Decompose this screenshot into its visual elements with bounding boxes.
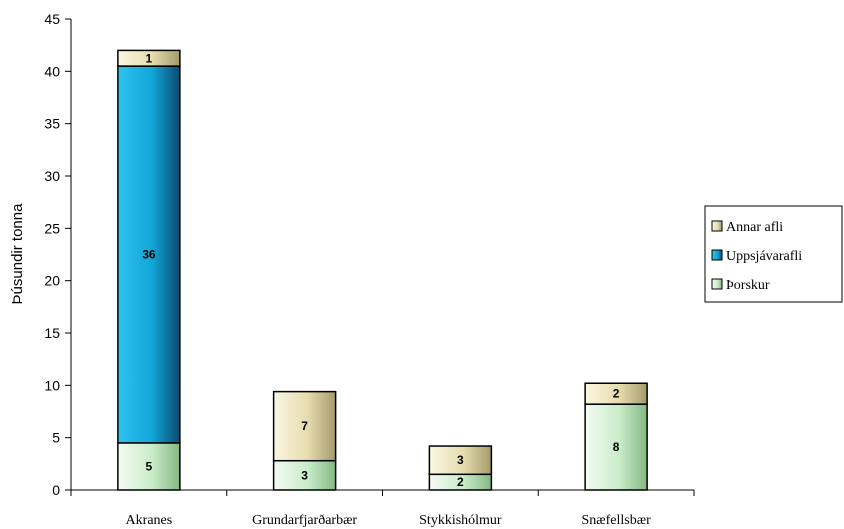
data-label: 8 xyxy=(613,440,620,454)
legend-label: Þorskur xyxy=(726,278,770,293)
bar-segment xyxy=(272,459,337,491)
x-tick-label: Grundarfjarðarbær xyxy=(252,513,357,528)
legend-label: Annar afli xyxy=(726,220,783,235)
y-tick-label: 25 xyxy=(44,220,60,236)
plot-area: 0 5 10 15 20 25 30 35 40 45 5 36 1 Akranes 3 7 Grundarfj… xyxy=(44,11,695,528)
legend-label: Uppsjávarafli xyxy=(726,249,802,264)
data-label: 1 xyxy=(146,51,153,65)
bar-segment xyxy=(272,390,337,462)
data-label: 5 xyxy=(146,459,153,473)
y-axis-title: Þúsundir tonna xyxy=(9,203,26,305)
x-tick-label: Akranes xyxy=(126,513,173,528)
y-tick-label: 10 xyxy=(44,377,60,393)
y-tick-label: 45 xyxy=(44,11,60,27)
data-label: 7 xyxy=(301,419,308,433)
legend-box xyxy=(704,205,843,303)
bar-segment xyxy=(584,403,648,491)
data-label: 3 xyxy=(301,468,308,482)
data-label: 2 xyxy=(457,475,464,489)
data-label: 3 xyxy=(457,453,464,467)
legend-swatch xyxy=(711,249,723,261)
y-tick-label: 5 xyxy=(52,430,60,446)
bar-segment xyxy=(428,445,493,476)
data-label: 2 xyxy=(613,387,620,401)
bar-segment xyxy=(584,382,648,405)
x-tick-label: Snæfellsbær xyxy=(582,513,652,528)
legend-swatch xyxy=(711,220,723,232)
bar-segment xyxy=(117,442,181,491)
y-tick-label: 15 xyxy=(44,325,60,341)
y-tick-label: 40 xyxy=(44,63,60,79)
bar-segment xyxy=(117,49,181,67)
y-tick-label: 20 xyxy=(44,273,60,289)
y-tick-label: 0 xyxy=(52,482,60,498)
x-tick-label: Stykkishólmur xyxy=(419,513,502,528)
y-tick-label: 30 xyxy=(44,168,60,184)
legend: Annar afli Uppsjávarafli Þorskur xyxy=(704,205,843,303)
legend-swatch xyxy=(711,278,723,290)
data-label: 36 xyxy=(142,248,156,262)
y-tick-label: 35 xyxy=(44,116,60,132)
bar-segment xyxy=(117,65,181,444)
